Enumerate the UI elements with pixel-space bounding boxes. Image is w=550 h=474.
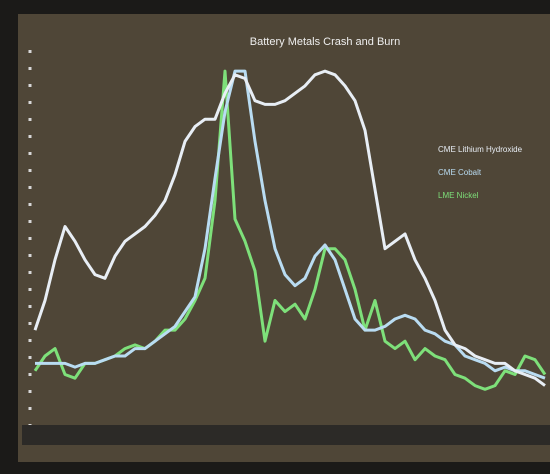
series-line — [33, 69, 546, 387]
chart-background — [18, 14, 550, 462]
series-line — [35, 69, 546, 380]
legend-label: CME Cobalt — [438, 168, 482, 177]
legend-label: LME Nickel — [438, 191, 479, 200]
legend-label: CME Lithium Hydroxide — [438, 145, 523, 154]
series-line — [33, 69, 547, 391]
x-axis-strip — [22, 425, 550, 445]
chart-title: Battery Metals Crash and Burn — [250, 36, 400, 48]
